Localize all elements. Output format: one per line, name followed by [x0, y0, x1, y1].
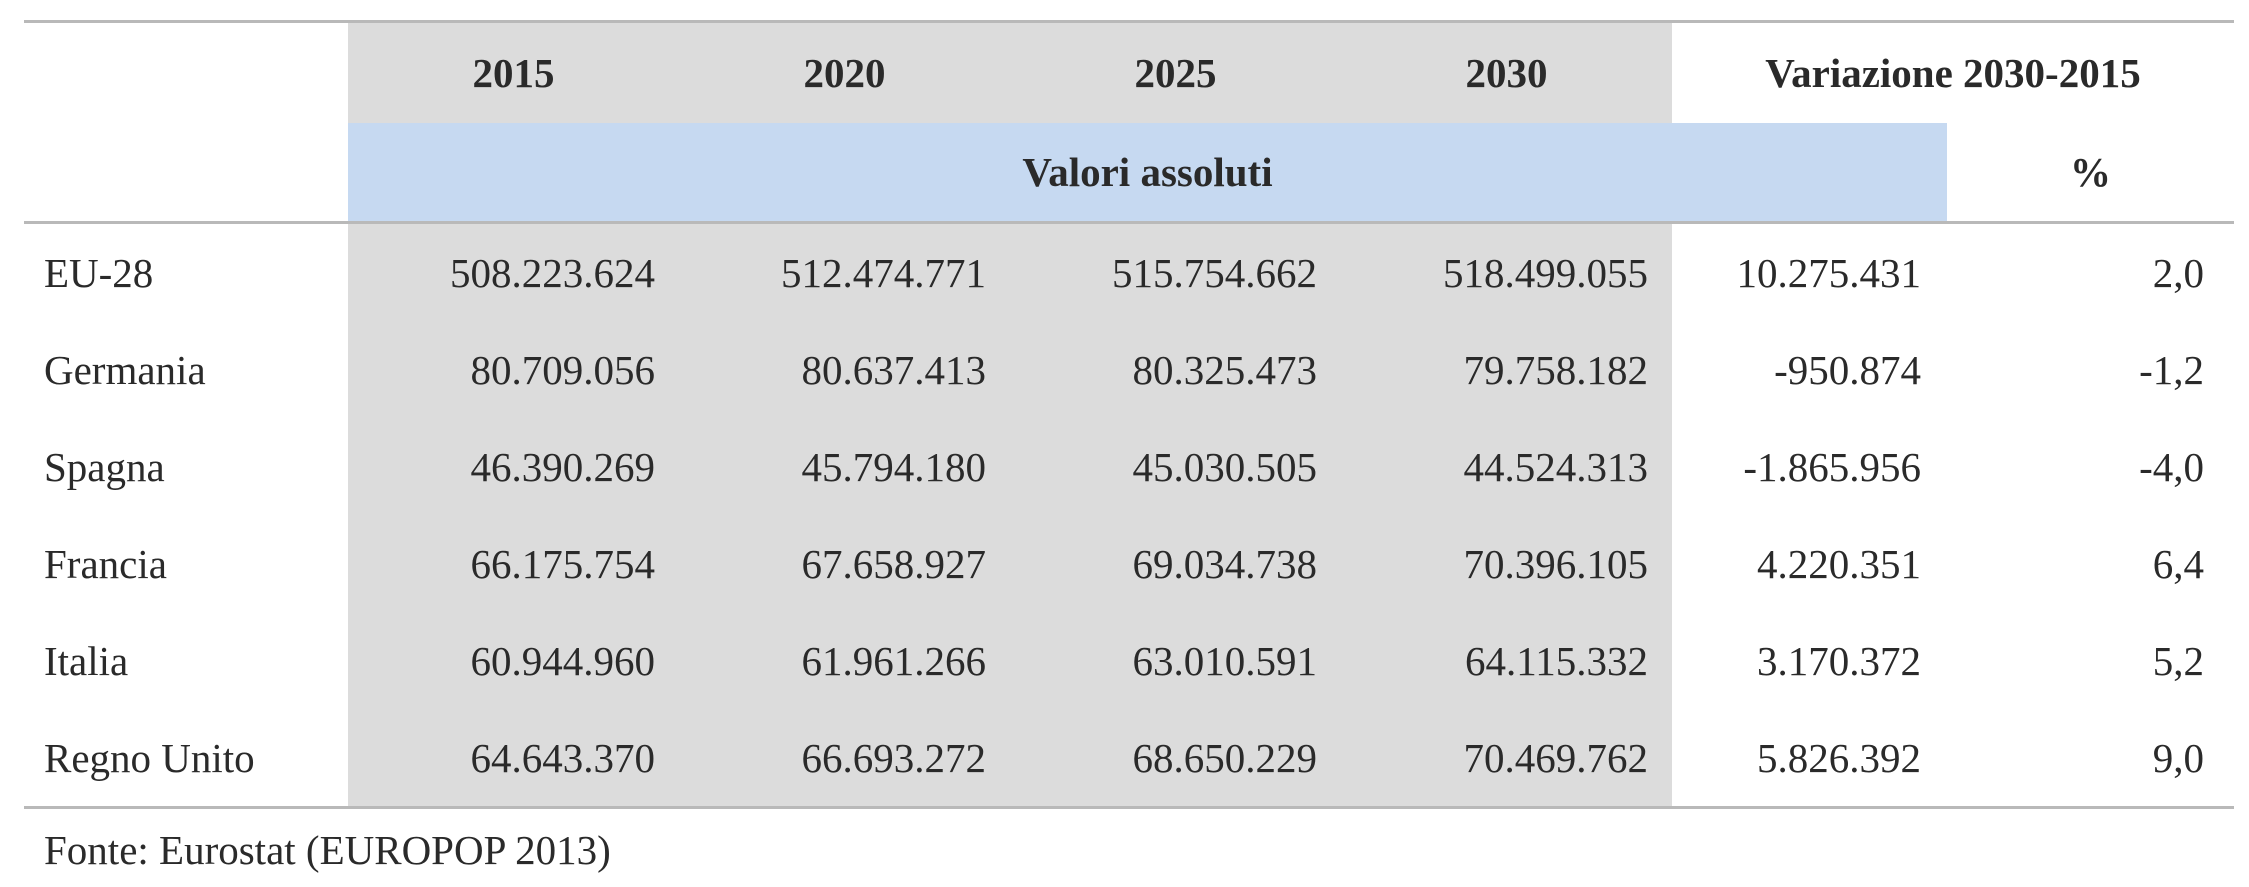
value-2025: 69.034.738 — [1010, 515, 1341, 612]
row-label: Francia — [44, 540, 167, 587]
value-2030: 64.115.332 — [1341, 612, 1672, 709]
table-row: Francia 66.175.754 67.658.927 69.034.738… — [24, 515, 2234, 612]
source-note: Fonte: Eurostat (EUROPOP 2013) — [44, 827, 611, 873]
variation-value: -950.874 — [1774, 346, 1921, 393]
value-2025: 80.325.473 — [1010, 321, 1341, 418]
percent-value: 9,0 — [1947, 709, 2234, 809]
value-2015: 80.709.056 — [348, 321, 679, 418]
row-label: EU-28 — [24, 221, 348, 321]
value-2025: 45.030.505 — [1010, 418, 1341, 515]
value-2025: 515.754.662 — [1010, 221, 1341, 321]
value-2015: 508.223.624 — [348, 221, 679, 321]
percent-value: 5,2 — [2152, 637, 2204, 684]
value-2020: 66.693.272 — [679, 709, 1010, 809]
header-year-2020: 2020 — [679, 20, 1010, 123]
header-year-2025: 2025 — [1010, 20, 1341, 123]
header-absolute-values: Valori assoluti — [348, 123, 1947, 223]
value-2020: 61.961.266 — [679, 612, 1010, 709]
table-row: Germania 80.709.056 80.637.413 80.325.47… — [24, 321, 2234, 418]
value-2030: 518.499.055 — [1341, 221, 1672, 321]
row-label: Germania — [44, 346, 206, 393]
value-2030: 70.396.105 — [1341, 515, 1672, 612]
value-2030: 44.524.313 — [1341, 418, 1672, 515]
value-2020: 80.637.413 — [679, 321, 1010, 418]
percent-value: 6,4 — [2152, 540, 2204, 587]
table-row: Italia 60.944.960 61.961.266 63.010.591 … — [24, 612, 2234, 709]
percent-value: -4,0 — [2139, 443, 2204, 490]
row-label: Regno Unito — [24, 709, 348, 809]
value-2025: 68.650.229 — [1010, 709, 1341, 809]
value-2015: 60.944.960 — [348, 612, 679, 709]
header-variation: Variazione 2030-2015 — [1672, 20, 2234, 123]
value-2015: 64.643.370 — [348, 709, 679, 809]
population-table: 2015 2020 2025 2030 Variazione 2030-2015… — [24, 20, 2234, 809]
value-2020: 67.658.927 — [679, 515, 1010, 612]
value-2020: 45.794.180 — [679, 418, 1010, 515]
table-body: EU-28 508.223.624 512.474.771 515.754.66… — [24, 221, 2234, 809]
variation-value: 3.170.372 — [1757, 637, 1921, 684]
population-table-container: 2015 2020 2025 2030 Variazione 2030-2015… — [24, 20, 2234, 809]
table-row: Spagna 46.390.269 45.794.180 45.030.505 … — [24, 418, 2234, 515]
percent-value: -1,2 — [2139, 346, 2204, 393]
header-year-2030: 2030 — [1341, 20, 1672, 123]
header-percent: % — [2070, 149, 2111, 195]
value-2015: 46.390.269 — [348, 418, 679, 515]
header-row-years: 2015 2020 2025 2030 Variazione 2030-2015 — [24, 20, 2234, 123]
value-2030: 70.469.762 — [1341, 709, 1672, 809]
variation-value: 10.275.431 — [1672, 221, 1947, 321]
percent-value: 2,0 — [1947, 221, 2234, 321]
header-row-units: Valori assoluti % — [24, 123, 2234, 223]
header-empty-cell — [24, 123, 348, 223]
value-2015: 66.175.754 — [348, 515, 679, 612]
row-label: Spagna — [44, 443, 165, 490]
value-2025: 63.010.591 — [1010, 612, 1341, 709]
header-year-2015: 2015 — [348, 20, 679, 123]
variation-value: 5.826.392 — [1672, 709, 1947, 809]
value-2030: 79.758.182 — [1341, 321, 1672, 418]
value-2020: 512.474.771 — [679, 221, 1010, 321]
table-row: EU-28 508.223.624 512.474.771 515.754.66… — [24, 221, 2234, 321]
table-row: Regno Unito 64.643.370 66.693.272 68.650… — [24, 709, 2234, 809]
row-label: Italia — [44, 637, 129, 684]
variation-value: 4.220.351 — [1757, 540, 1921, 587]
header-empty-cell — [24, 20, 348, 123]
variation-value: -1.865.956 — [1743, 443, 1921, 490]
